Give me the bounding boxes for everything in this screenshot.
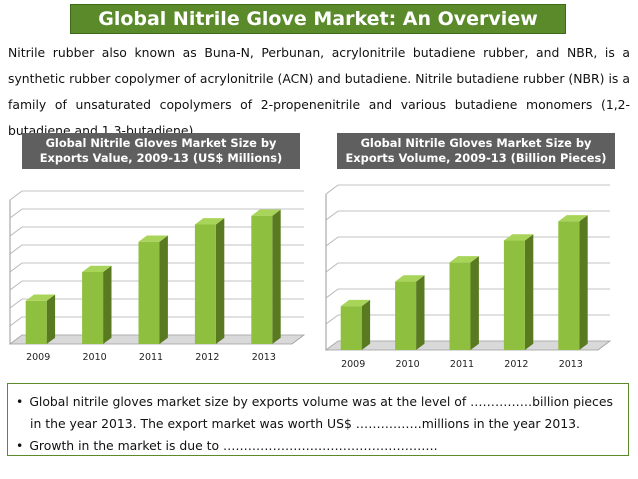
bar-2013 xyxy=(251,209,281,344)
bar-side xyxy=(272,209,281,344)
bar-side xyxy=(524,234,534,350)
gridline xyxy=(325,210,610,221)
bar-front xyxy=(25,300,47,344)
exports-value-bar-chart: 2009 2010 2011 2012 2013 xyxy=(8,190,306,363)
x-tick-label: 2012 xyxy=(504,359,528,370)
gridline xyxy=(325,184,610,195)
bar-2010 xyxy=(82,265,112,344)
bar-2009 xyxy=(340,299,371,350)
bar-top xyxy=(194,218,225,225)
title-bar: Global Nitrile Glove Market: An Overview xyxy=(0,0,638,36)
bar-2013 xyxy=(558,215,588,350)
chart-title-text: Global Nitrile Gloves Market Size by Exp… xyxy=(39,136,283,165)
bar-side xyxy=(361,299,371,350)
bar-top xyxy=(395,275,425,282)
bar-side xyxy=(103,265,112,344)
x-tick-label: 2011 xyxy=(139,352,163,363)
bar-2012 xyxy=(194,218,225,344)
bar-2009 xyxy=(25,294,56,344)
chart-title-exports-volume: Global Nitrile Gloves Market Size by Exp… xyxy=(337,133,615,169)
bar-top xyxy=(82,265,112,272)
x-tick-label: 2013 xyxy=(252,352,276,363)
bar-front xyxy=(138,241,160,344)
bar-2010 xyxy=(395,275,425,350)
intro-paragraph: Nitrile rubber also known as Buna-N, Per… xyxy=(8,45,630,138)
note-bullet-volume-cont: in the year 2013. The export market was … xyxy=(30,416,580,431)
bar-front xyxy=(395,281,417,350)
bar-2012 xyxy=(503,234,534,350)
bar-side xyxy=(215,218,225,344)
gridline xyxy=(9,208,304,219)
x-tick-label: 2011 xyxy=(450,359,474,370)
page-title: Global Nitrile Glove Market: An Overview xyxy=(70,4,566,34)
x-tick-label: 2012 xyxy=(195,352,219,363)
bar-front xyxy=(194,224,216,344)
bar-side xyxy=(159,235,168,344)
bar-side xyxy=(470,256,479,350)
bar-front xyxy=(82,272,104,344)
bar-front xyxy=(503,240,525,350)
chart-title-exports-value: Global Nitrile Gloves Market Size by Exp… xyxy=(22,133,300,169)
note-bullet-growth: Growth in the market is due to ………………………… xyxy=(16,435,620,457)
note-bullet-volume: Global nitrile gloves market size by exp… xyxy=(16,391,620,413)
bar-top xyxy=(340,299,371,307)
bar-top xyxy=(251,209,281,216)
bar-side xyxy=(579,215,588,350)
x-tick-label: 2010 xyxy=(396,359,420,370)
notes-box: Global nitrile gloves market size by exp… xyxy=(7,383,629,456)
bar-front xyxy=(340,306,362,350)
chart-title-text: Global Nitrile Gloves Market Size by Exp… xyxy=(345,136,607,165)
gridline xyxy=(9,190,304,201)
bar-front xyxy=(251,215,273,344)
bar-2011 xyxy=(449,256,479,350)
bar-front xyxy=(558,221,580,350)
exports-volume-bar-chart: 2009 2010 2011 2012 2013 xyxy=(324,184,612,370)
bar-side xyxy=(416,275,425,350)
bar-top xyxy=(503,234,534,241)
x-tick-label: 2013 xyxy=(559,359,583,370)
bar-2011 xyxy=(138,235,168,344)
x-tick-label: 2010 xyxy=(83,352,107,363)
x-tick-label: 2009 xyxy=(341,359,365,370)
bar-side xyxy=(46,294,56,344)
bar-top xyxy=(558,215,588,222)
bar-top xyxy=(138,235,168,242)
bar-top xyxy=(449,256,479,263)
x-tick-label: 2009 xyxy=(26,352,50,363)
bar-front xyxy=(449,262,471,350)
bar-top xyxy=(25,294,56,301)
